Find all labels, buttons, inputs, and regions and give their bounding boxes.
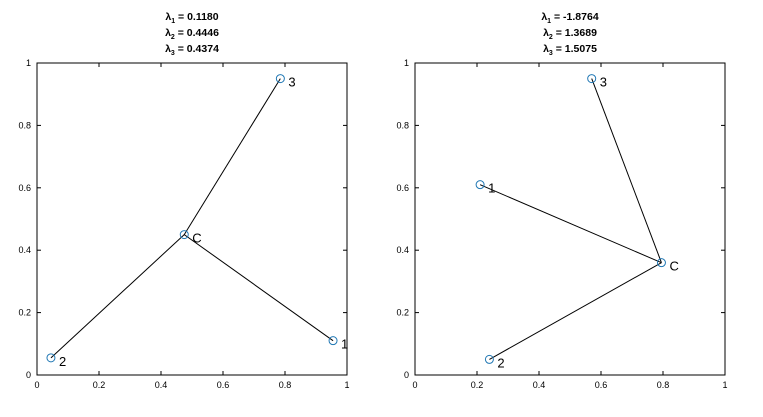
x-tick-label: 0.6 (595, 380, 608, 390)
point-3-marker (587, 74, 597, 84)
center-marker (179, 230, 189, 240)
x-tick-label: 1 (344, 380, 349, 390)
title-line-1: λ1 = 0.1180 (165, 11, 218, 25)
point-1-marker (475, 180, 485, 190)
edge-c-to-3 (591, 78, 662, 263)
y-tick-label: 0.6 (18, 183, 31, 193)
edge-c-to-3 (183, 78, 281, 235)
chart-panel-2: λ1 = -1.8764 λ2 = 1.3689 λ3 = 1.5075 0 0.2 0.… (396, 11, 727, 390)
y-tick-label: 0 (26, 370, 31, 380)
point-3-marker (275, 74, 285, 84)
x-tick-label: 0.8 (279, 380, 292, 390)
x-tick-label: 0.2 (93, 380, 106, 390)
point-1-marker (328, 336, 338, 346)
axes-frame (36, 62, 348, 376)
point-2-marker (46, 353, 56, 363)
edge-c-to-1 (183, 234, 334, 342)
y-tick-label: 0.6 (396, 183, 409, 193)
y-tick-label: 0.2 (396, 308, 409, 318)
y-tick-label: 0.4 (18, 245, 31, 255)
axes-frame (414, 62, 726, 376)
title-line-2: λ2 = 0.4446 (165, 27, 219, 41)
point-2-label: 2 (59, 354, 66, 369)
x-tick-label: 0.2 (471, 380, 484, 390)
x-tick-label: 0.4 (155, 380, 168, 390)
y-tick-label: 0.4 (396, 245, 409, 255)
y-tick-label: 1 (404, 58, 409, 68)
x-tick-label: 0.6 (217, 380, 230, 390)
edge-c-to-1 (479, 184, 662, 264)
center-label: C (192, 231, 201, 246)
title-line-3: λ3 = 0.4374 (165, 43, 219, 57)
y-tick-label: 0.8 (18, 120, 31, 130)
y-tick-label: 0.2 (18, 308, 31, 318)
x-tick-label: 0 (412, 380, 417, 390)
title-line-3: λ3 = 1.5075 (543, 43, 597, 57)
center-marker (656, 258, 666, 268)
chart-panel-1: λ1 = 0.1180 λ2 = 0.4446 λ3 = 0.4374 0 0.2 0.4… (18, 11, 349, 390)
y-tick-label: 0 (404, 370, 409, 380)
x-tick-label: 0 (34, 380, 39, 390)
title-line-2: λ2 = 1.3689 (543, 27, 597, 41)
point-1-label: 1 (488, 181, 495, 196)
point-3-label: 3 (288, 75, 295, 90)
title-line-1: λ1 = -1.8764 (541, 11, 598, 25)
point-1-label: 1 (341, 337, 348, 352)
y-tick-label: 0.8 (396, 120, 409, 130)
center-label: C (669, 259, 678, 274)
point-2-marker (484, 354, 494, 364)
y-tick-label: 1 (26, 58, 31, 68)
x-tick-label: 0.4 (533, 380, 546, 390)
edge-c-to-2 (489, 262, 662, 360)
x-tick-label: 1 (722, 380, 727, 390)
point-2-label: 2 (497, 355, 504, 370)
edge-c-to-2 (50, 234, 185, 359)
point-3-label: 3 (600, 75, 607, 90)
x-tick-label: 0.8 (657, 380, 670, 390)
